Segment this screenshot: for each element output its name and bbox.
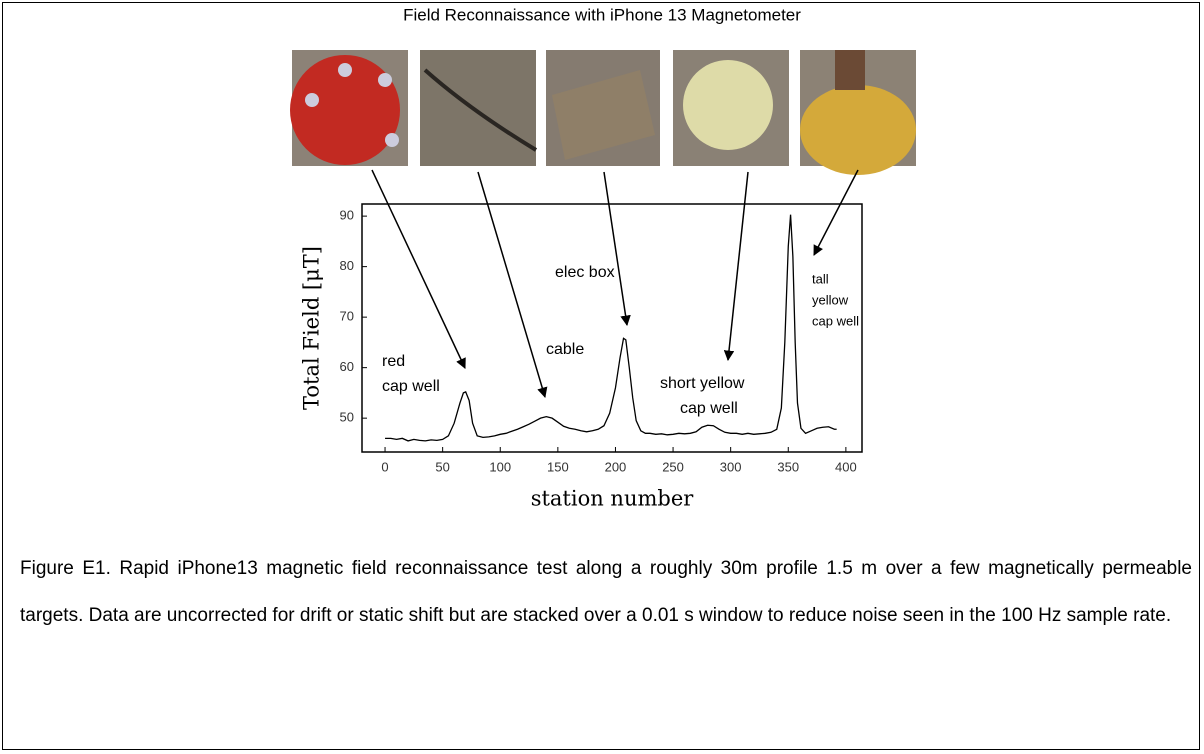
x-axis-label: station number — [531, 487, 695, 511]
x-tick-label: 100 — [489, 459, 511, 474]
caption: Figure E1. Rapid iPhone13 magnetic field… — [20, 545, 1192, 639]
annotation: red — [382, 353, 405, 370]
photo — [673, 50, 789, 166]
x-tick-label: 0 — [381, 459, 388, 474]
plot-frame — [362, 204, 862, 452]
x-tick-label: 300 — [720, 459, 742, 474]
photo — [800, 50, 916, 175]
photo — [546, 50, 660, 166]
x-tick-label: 50 — [435, 459, 449, 474]
annotation: yellow — [812, 292, 849, 307]
annotation: cap well — [812, 313, 859, 328]
x-tick-label: 200 — [605, 459, 627, 474]
y-tick-label: 60 — [340, 359, 354, 374]
y-tick-label: 70 — [340, 309, 354, 324]
annotation: elec box — [555, 264, 615, 281]
photo — [420, 50, 536, 166]
figure-title: Field Reconnaissance with iPhone 13 Magn… — [403, 5, 801, 24]
y-axis-label: Total Field [μT] — [300, 246, 324, 410]
figure: Field Reconnaissance with iPhone 13 Magn… — [0, 0, 1204, 540]
x-tick-label: 350 — [777, 459, 799, 474]
x-tick-label: 400 — [835, 459, 857, 474]
page: Field Reconnaissance with iPhone 13 Magn… — [0, 0, 1204, 754]
annotation: tall — [812, 271, 829, 286]
annotation: cable — [546, 341, 584, 358]
annotation: short yellow — [660, 375, 745, 392]
x-tick-label: 250 — [662, 459, 684, 474]
x-tick-label: 150 — [547, 459, 569, 474]
y-tick-label: 90 — [340, 208, 354, 223]
data-line — [385, 215, 837, 441]
y-tick-label: 50 — [340, 410, 354, 425]
annotation: cap well — [680, 400, 738, 417]
photo — [290, 50, 408, 166]
y-tick-label: 80 — [340, 258, 354, 273]
annotation: cap well — [382, 378, 440, 395]
